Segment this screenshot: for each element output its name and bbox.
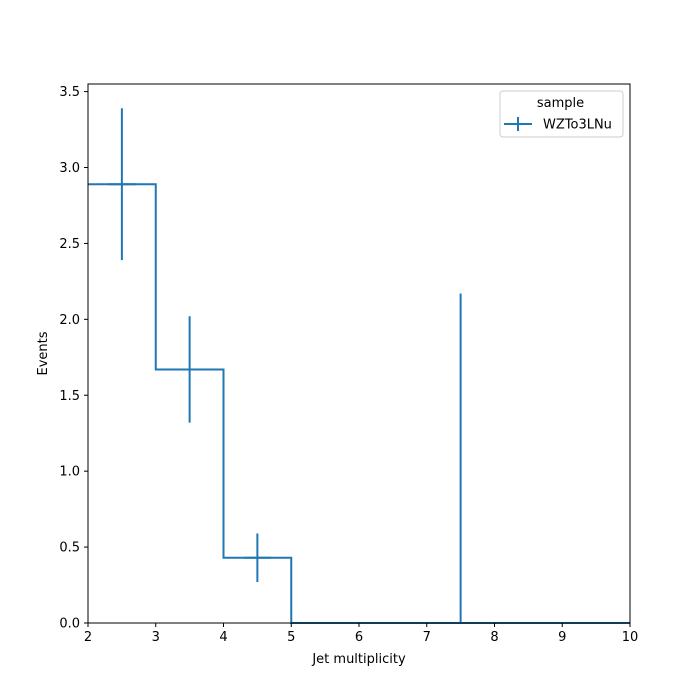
- x-tick-label: 7: [423, 630, 431, 645]
- y-tick-label: 0.5: [59, 541, 80, 556]
- legend-entry-wzto3lnu: WZTo3LNu: [543, 118, 612, 133]
- x-tick-label: 8: [490, 630, 498, 645]
- legend-title: sample: [537, 96, 584, 111]
- error-bar: [176, 316, 204, 423]
- y-tick-label: 2.0: [59, 313, 80, 328]
- x-tick-label: 4: [219, 630, 227, 645]
- legend: sample WZTo3LNu: [499, 90, 624, 138]
- y-axis: 0.0 0.5 1.0 1.5 2.0 2.5 3.0 3.5: [59, 85, 88, 632]
- x-tick-label: 2: [84, 630, 92, 645]
- y-axis-title: Events: [36, 331, 51, 375]
- y-tick-label: 3.0: [59, 161, 80, 176]
- x-axis: 2 3 4 5 6 7 8 9 10: [84, 623, 638, 645]
- legend-frame: [499, 90, 624, 138]
- y-tick-label: 1.5: [59, 389, 80, 404]
- x-tick-label: 9: [558, 630, 566, 645]
- y-tick-label: 2.5: [59, 237, 80, 252]
- x-tick-label: 10: [622, 630, 639, 645]
- x-tick-label: 6: [355, 630, 363, 645]
- x-tick-label: 5: [287, 630, 295, 645]
- x-tick-label: 3: [152, 630, 160, 645]
- legend-marker-wzto3lnu: [504, 117, 532, 131]
- x-axis-title: Jet multiplicity: [311, 652, 406, 667]
- error-bar: [243, 533, 271, 583]
- y-tick-label: 1.0: [59, 465, 80, 480]
- axes-frame: [87, 83, 631, 624]
- error-bar: [108, 108, 136, 261]
- y-tick-label: 3.5: [59, 85, 80, 100]
- y-tick-label: 0.0: [59, 617, 80, 632]
